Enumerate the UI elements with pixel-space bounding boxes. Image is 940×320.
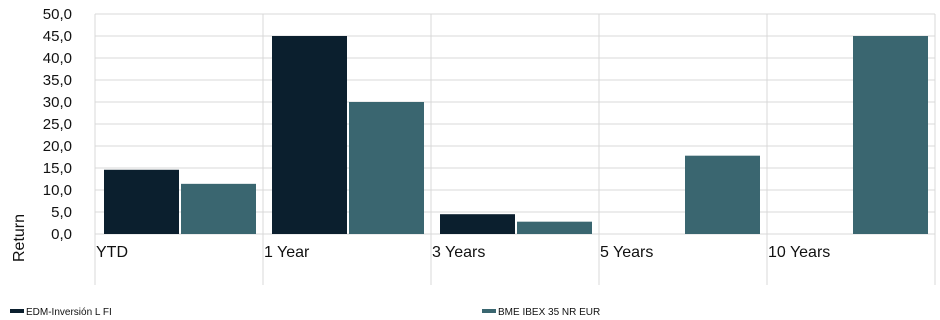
y-tick-label: 30,0 [43, 94, 72, 111]
legend-swatch [482, 309, 496, 313]
legend-label: BME IBEX 35 NR EUR [498, 307, 600, 318]
bar-1-year-series-2 [349, 102, 424, 234]
x-category-label: 3 Years [432, 244, 485, 261]
y-tick-label: 5,0 [51, 204, 72, 221]
bar-1-year-series-1 [272, 36, 347, 234]
legend-label: EDM-Inversión L FI [26, 307, 112, 318]
x-category-label: 5 Years [600, 244, 653, 261]
x-axis-categories: YTD 1 Year 3 Years 5 Years 10 Years [96, 244, 830, 261]
y-tick-label: 15,0 [43, 160, 72, 177]
x-category-label: 1 Year [264, 244, 310, 261]
y-tick-label: 40,0 [43, 50, 72, 67]
legend-swatch [10, 309, 24, 313]
y-tick-label: 35,0 [43, 72, 72, 89]
y-tick-label: 50,0 [43, 6, 72, 23]
y-tick-label: 25,0 [43, 116, 72, 133]
bar-ytd-series-2 [181, 183, 256, 234]
bar-5-years-series-2 [685, 155, 760, 234]
bar-10-years-series-2 [853, 36, 928, 234]
y-tick-label: 45,0 [43, 28, 72, 45]
x-category-label: 10 Years [768, 244, 830, 261]
y-axis-ticks: 0,0 5,0 10,0 15,0 20,0 25,0 30,0 35,0 40,0 45,0 50… [43, 6, 72, 243]
bar-ytd-series-1 [104, 169, 179, 234]
legend: EDM-Inversión L FI BME IBEX 35 NR EUR [10, 307, 600, 318]
bar-3-years-series-2 [517, 221, 592, 234]
y-tick-label: 0,0 [51, 226, 72, 243]
x-category-label: YTD [96, 244, 128, 261]
y-tick-label: 20,0 [43, 138, 72, 155]
y-axis-title: Return [11, 214, 28, 262]
y-tick-label: 10,0 [43, 182, 72, 199]
bars [104, 36, 928, 234]
bar-3-years-series-1 [440, 214, 515, 234]
